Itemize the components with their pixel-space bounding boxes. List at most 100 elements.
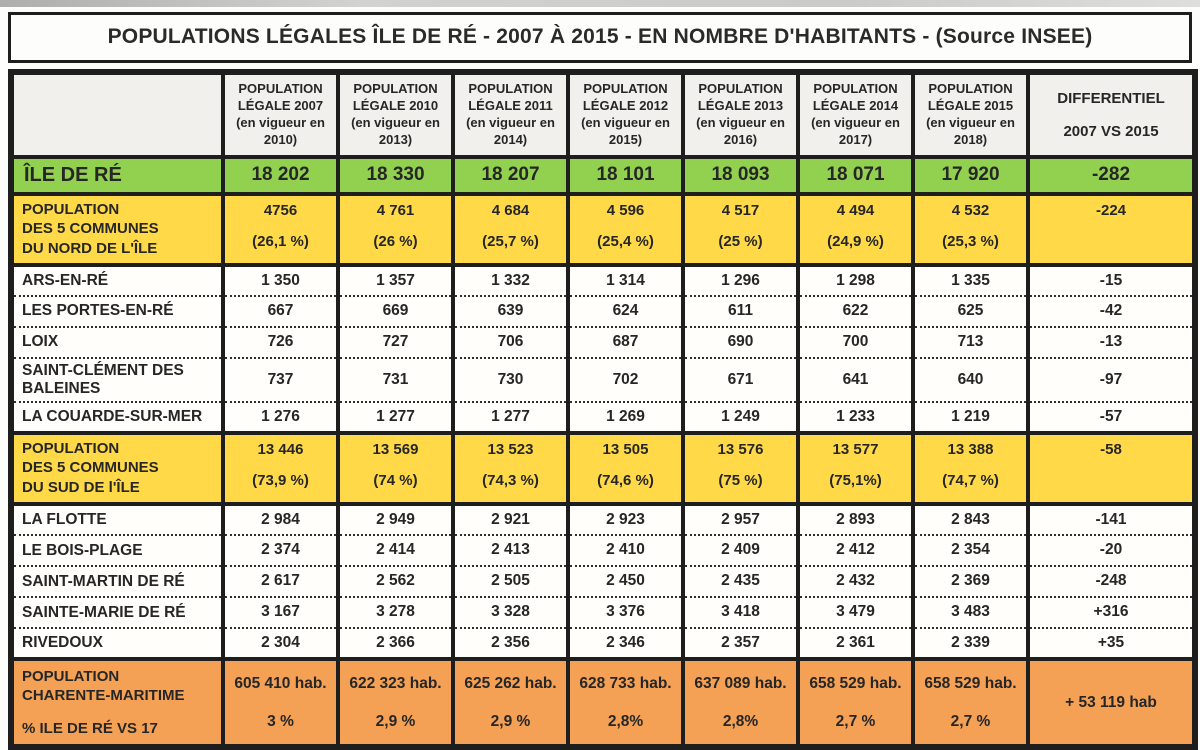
value-cell: 3 167 bbox=[221, 595, 340, 629]
row-label: ÎLE DE RÉ bbox=[9, 154, 225, 196]
value-cell: 731 bbox=[336, 356, 455, 403]
row-label: SAINT-CLÉMENT DES BALEINES bbox=[9, 356, 225, 403]
row-label-line: POPULATION bbox=[22, 439, 120, 457]
column-title: POPULATION LÉGALE 2007 bbox=[237, 81, 324, 113]
value-cell: 2 957 bbox=[681, 502, 800, 536]
value-number: 628 733 hab. bbox=[579, 674, 672, 692]
table-row-loix: LOIX 726 727 706 687 690 700 713 -13 bbox=[9, 325, 1197, 359]
value-cell: 2 339 bbox=[911, 626, 1030, 660]
value-cell: 13 577 (75,1%) bbox=[796, 430, 915, 506]
differential-cell: -42 bbox=[1026, 294, 1197, 328]
value-cell: 2 304 bbox=[221, 626, 340, 660]
value-cell: 3 483 bbox=[911, 595, 1030, 629]
value-cell: 1 296 bbox=[681, 263, 800, 297]
value-number: 13 569 bbox=[372, 440, 419, 458]
differential-cell: -58 bbox=[1026, 430, 1197, 506]
row-label: POPULATION CHARENTE-MARITIME% ILE DE RÉ V… bbox=[9, 656, 225, 750]
value-cell: 1 298 bbox=[796, 263, 915, 297]
column-header-2013: POPULATION LÉGALE 2013 (en vigueur en 20… bbox=[681, 70, 800, 159]
row-label-line: POPULATION bbox=[22, 200, 120, 218]
value-cell: 4 684 (25,7 %) bbox=[451, 191, 570, 267]
value-cell: 611 bbox=[681, 294, 800, 328]
value-cell: 628 733 hab. 2,8% bbox=[566, 656, 685, 750]
value-cell: 622 bbox=[796, 294, 915, 328]
table-row-group-population-des-5-communes-du-sud-de-l-ile: POPULATION DES 5 COMMUNES DU SUD DE l'ÎLE 1… bbox=[9, 430, 1197, 506]
value-cell: 1 332 bbox=[451, 263, 570, 297]
column-header-2014: POPULATION LÉGALE 2014 (en vigueur en 20… bbox=[796, 70, 915, 159]
value-number: 4756 bbox=[263, 201, 298, 219]
value-cell: 2 369 bbox=[911, 564, 1030, 598]
value-cell: 727 bbox=[336, 325, 455, 359]
column-header-2015: POPULATION LÉGALE 2015 (en vigueur en 20… bbox=[911, 70, 1030, 159]
row-label: POPULATION DES 5 COMMUNES DU NORD DE L'ÎLE bbox=[9, 191, 225, 267]
value-percent: (74,6 %) bbox=[597, 471, 654, 489]
value-cell: 1 276 bbox=[221, 400, 340, 434]
table-row-les-portes-en-re: LES PORTES-EN-RÉ 667 669 639 624 611 622 625 -42 bbox=[9, 294, 1197, 328]
value-percent: (75 %) bbox=[718, 471, 763, 489]
value-cell: 2 366 bbox=[336, 626, 455, 660]
value-cell: 17 920 bbox=[911, 154, 1030, 196]
differential-cell: -97 bbox=[1026, 356, 1197, 403]
value-cell: 2 412 bbox=[796, 533, 915, 567]
value-cell: 4 494 (24,9 %) bbox=[796, 191, 915, 267]
table-row-la-couarde-sur-mer: LA COUARDE-SUR-MER 1 276 1 277 1 277 1 269 1 … bbox=[9, 400, 1197, 434]
value-cell: 713 bbox=[911, 325, 1030, 359]
differential-cell: -224 bbox=[1026, 191, 1197, 267]
value-number: 13 446 bbox=[257, 440, 304, 458]
column-header-2012: POPULATION LÉGALE 2012 (en vigueur en 20… bbox=[566, 70, 685, 159]
row-label: LOIX bbox=[9, 325, 225, 359]
differential-cell: -20 bbox=[1026, 533, 1197, 567]
value-number: 658 529 hab. bbox=[809, 674, 902, 692]
value-cell: 702 bbox=[566, 356, 685, 403]
value-cell: 624 bbox=[566, 294, 685, 328]
value-cell: 1 277 bbox=[336, 400, 455, 434]
value-cell: 690 bbox=[681, 325, 800, 359]
value-number: 13 388 bbox=[947, 440, 994, 458]
table-row-saint-martin-de-re: SAINT-MARTIN DE RÉ 2 617 2 562 2 505 2 450 2 … bbox=[9, 564, 1197, 598]
value-cell: 2 435 bbox=[681, 564, 800, 598]
population-table: POPULATION LÉGALE 2007 (en vigueur en 20… bbox=[8, 69, 1198, 750]
differential-cell: -57 bbox=[1026, 400, 1197, 434]
value-cell: 18 330 bbox=[336, 154, 455, 196]
value-percent: (25,7 %) bbox=[482, 232, 539, 250]
value-cell: 2 617 bbox=[221, 564, 340, 598]
value-cell: 18 207 bbox=[451, 154, 570, 196]
value-percent: (26 %) bbox=[373, 232, 418, 250]
value-cell: 622 323 hab. 2,9 % bbox=[336, 656, 455, 750]
value-cell: 687 bbox=[566, 325, 685, 359]
column-header-2007: POPULATION LÉGALE 2007 (en vigueur en 20… bbox=[221, 70, 340, 159]
value-number: 13 577 bbox=[832, 440, 879, 458]
value-cell: 18 202 bbox=[221, 154, 340, 196]
row-label: LA COUARDE-SUR-MER bbox=[9, 400, 225, 434]
row-label-line: CHARENTE-MARITIME bbox=[22, 687, 185, 705]
value-cell: 1 249 bbox=[681, 400, 800, 434]
value-cell: 625 bbox=[911, 294, 1030, 328]
value-cell: 700 bbox=[796, 325, 915, 359]
value-cell: 1 314 bbox=[566, 263, 685, 297]
value-cell: 2 505 bbox=[451, 564, 570, 598]
row-label-line: DES 5 COMMUNES bbox=[22, 459, 159, 477]
table-body: ÎLE DE RÉ 18 202 18 330 18 207 18 101 18 093 1… bbox=[9, 154, 1197, 750]
value-cell: 1 269 bbox=[566, 400, 685, 434]
value-cell: 706 bbox=[451, 325, 570, 359]
value-cell: 3 479 bbox=[796, 595, 915, 629]
value-number: 13 505 bbox=[602, 440, 649, 458]
value-cell: 669 bbox=[336, 294, 455, 328]
column-title: POPULATION LÉGALE 2015 bbox=[927, 81, 1014, 113]
value-number: 4 596 bbox=[606, 201, 645, 219]
row-label: SAINTE-MARIE DE RÉ bbox=[9, 595, 225, 629]
column-header-2010: POPULATION LÉGALE 2010 (en vigueur en 20… bbox=[336, 70, 455, 159]
value-cell: 3 418 bbox=[681, 595, 800, 629]
value-number: 4 532 bbox=[951, 201, 990, 219]
value-cell: 1 219 bbox=[911, 400, 1030, 434]
column-title: POPULATION LÉGALE 2012 bbox=[582, 81, 669, 113]
value-cell: 667 bbox=[221, 294, 340, 328]
value-cell: 3 278 bbox=[336, 595, 455, 629]
value-percent: (75,1%) bbox=[829, 471, 882, 489]
value-cell: 737 bbox=[221, 356, 340, 403]
column-subtitle: (en vigueur en 2017) bbox=[811, 115, 900, 147]
value-cell: 2 923 bbox=[566, 502, 685, 536]
value-number: 658 529 hab. bbox=[924, 674, 1017, 692]
value-cell: 3 328 bbox=[451, 595, 570, 629]
